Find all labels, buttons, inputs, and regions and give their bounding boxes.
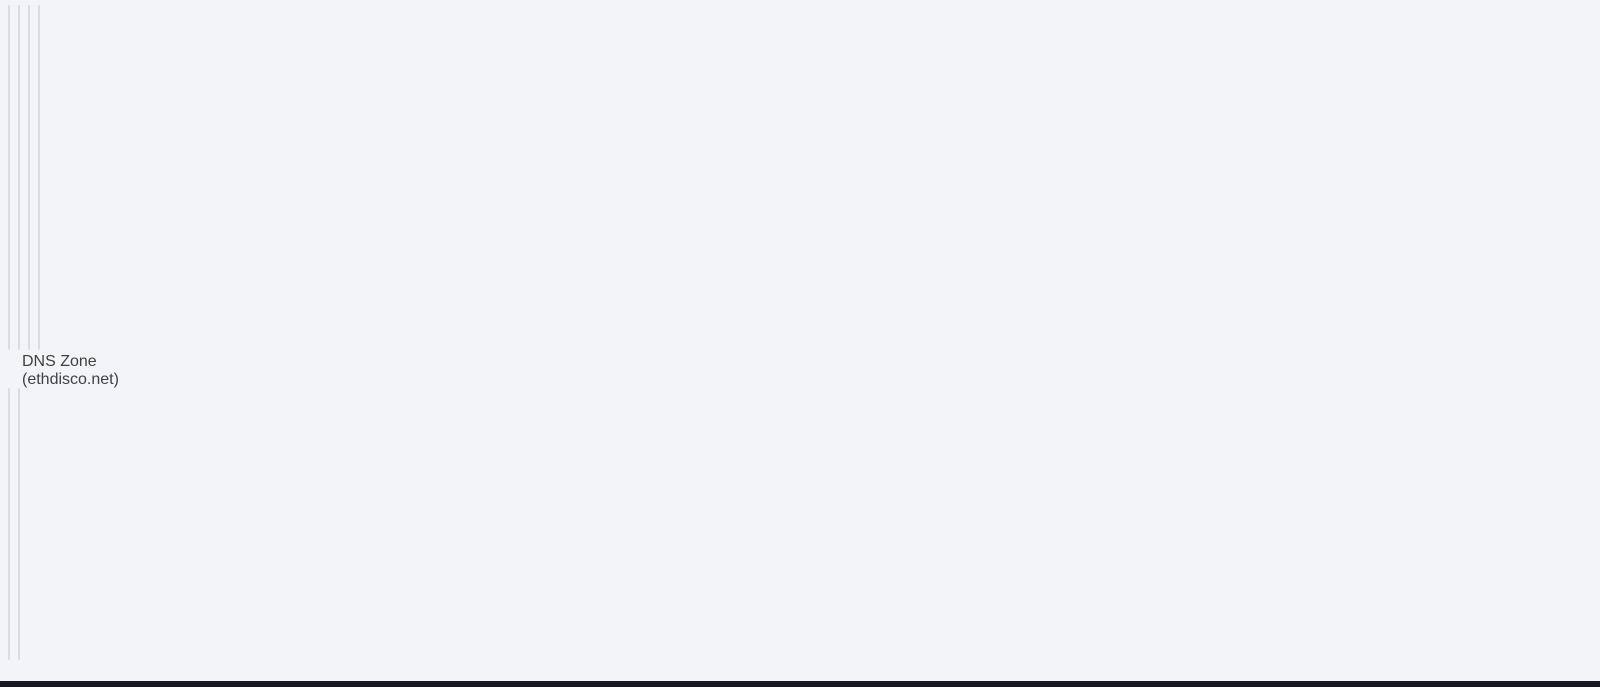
panel-dns-queries-minute: DNS Queries / minute Last 24 hours 02.5 …: [8, 388, 10, 660]
panel-title: Görli: [18, 12, 20, 27]
legend-series-toggle[interactable]: DNS queries: [19, 637, 20, 660]
panel-ropsten: ♥ Ropsten 0501001502004/24/44/6 min max …: [38, 5, 40, 350]
panel-title: DNS Queries / minute: [8, 388, 10, 434]
legend-series-toggle[interactable]: DNS queries: [9, 637, 10, 660]
panel-mainnet: ♥ Mainnet 02505007501.00 K1.25 K4/24/44/…: [8, 5, 10, 350]
section-title: DNS Zone (ethdisco.net): [22, 353, 119, 389]
panel-title: DNS Queries / day: [18, 388, 20, 427]
panel-title: Rinkeby: [28, 12, 30, 27]
panel-goerli: ♥ Görli 0501001502004/24/44/6 min max cu…: [18, 5, 20, 350]
panel-dns-queries-day: DNS Queries / day Last 14 days timeshift…: [18, 388, 20, 660]
panel-rinkeby: ♥ Rinkeby 02550751001254/24/44/6 min max…: [28, 5, 30, 350]
bottom-edge-bar: [0, 681, 1600, 687]
panel-title: Ropsten: [38, 12, 40, 27]
panel-title: Mainnet: [8, 12, 10, 27]
dashboard: ♥ Mainnet 02505007501.00 K1.25 K4/24/44/…: [0, 0, 46, 5]
